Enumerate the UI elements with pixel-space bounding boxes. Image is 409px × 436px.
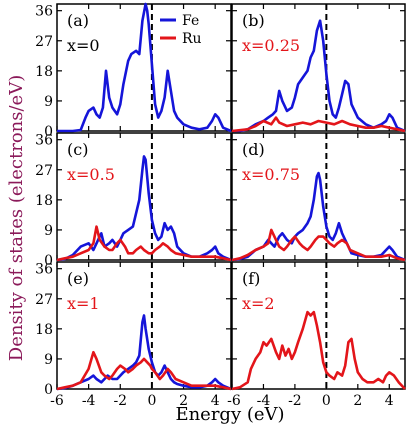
x-tick-label: 2 (353, 393, 362, 409)
y-tick-label: 0 (44, 382, 53, 398)
composition-label: x=0.25 (242, 36, 300, 55)
x-tick-label: -2 (288, 393, 302, 409)
panel-label: (a) (67, 11, 89, 30)
composition-label: x=0 (67, 36, 100, 55)
series-line-ru (56, 350, 232, 391)
composition-label: x=1 (67, 294, 100, 313)
legend-label-ru: Ru (182, 31, 202, 47)
x-tick-label: -6 (50, 393, 64, 409)
x-tick-label: 2 (179, 393, 188, 409)
x-axis-label: Energy (eV) (175, 404, 284, 425)
series-line-fe (57, 2, 232, 133)
y-tick-label: 36 (35, 262, 53, 278)
x-tick-label: -2 (113, 393, 127, 409)
panel-frame (231, 132, 406, 261)
series-line-ru (231, 228, 406, 262)
y-tick-label: 9 (44, 94, 53, 110)
panel-label: (e) (67, 269, 89, 288)
series-line-fe (231, 171, 406, 262)
y-tick-label: 27 (35, 34, 53, 50)
panel-label: (b) (242, 11, 265, 30)
y-tick-label: 18 (35, 193, 53, 209)
y-tick-label: 27 (35, 163, 53, 179)
series-line-ru (231, 116, 406, 133)
composition-label: x=0.75 (242, 165, 300, 184)
panel-frame (231, 261, 406, 390)
x-tick-label: -4 (257, 393, 271, 409)
y-tick-label: 18 (35, 64, 53, 80)
x-tick-label: 4 (211, 393, 220, 409)
y-tick-label: 9 (44, 223, 53, 239)
y-tick-label: 36 (35, 133, 53, 149)
x-tick-label: -4 (82, 393, 96, 409)
x-tick-label: 0 (322, 393, 331, 409)
panel-label: (f) (242, 269, 260, 288)
legend-label-fe: Fe (182, 13, 199, 29)
y-tick-label: 18 (35, 322, 53, 338)
y-tick-label: 27 (35, 292, 53, 308)
panels-group: 0 9 18 27 36 (a) x=0 Fe Ru (b) x=0.25 0 9 18 27 36 (c) x=… (35, 2, 406, 409)
series-line-fe (56, 314, 232, 391)
panel-frame (231, 3, 406, 132)
y-tick-label: 36 (35, 4, 53, 20)
panel-frame (56, 261, 232, 390)
y-axis-label: Density of states (electrons/eV) (6, 75, 27, 361)
panel-label: (d) (242, 140, 265, 159)
x-tick-label: 4 (385, 393, 394, 409)
series-line-ru (231, 310, 406, 391)
panel-frame (56, 132, 232, 261)
composition-label: x=0.5 (67, 165, 115, 184)
panel-label: (c) (67, 140, 88, 159)
x-tick-label: 0 (147, 393, 156, 409)
series-line-ru (56, 225, 232, 262)
y-tick-label: 0 (44, 253, 53, 269)
panel-frame (56, 3, 232, 132)
y-tick-label: 0 (44, 124, 53, 140)
composition-label: x=2 (242, 294, 275, 313)
x-tick-label: -6 (227, 393, 241, 409)
y-tick-label: 9 (44, 352, 53, 368)
